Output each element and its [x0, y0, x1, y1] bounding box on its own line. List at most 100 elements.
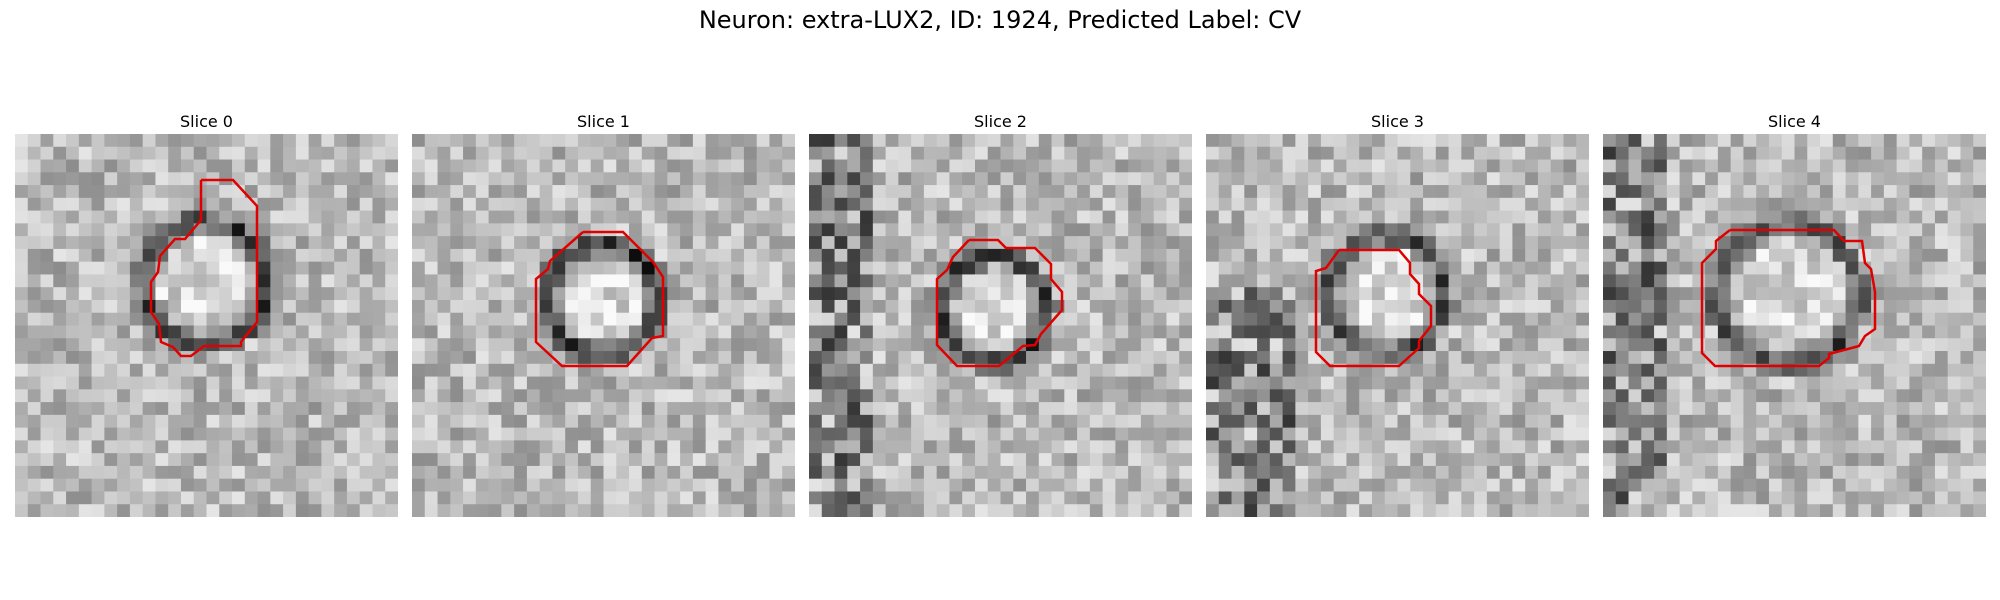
- pixel: [180, 414, 195, 429]
- pixel: [705, 427, 719, 441]
- pixel: [590, 236, 604, 250]
- pixel: [809, 478, 823, 492]
- pixel: [692, 274, 707, 288]
- pixel: [385, 414, 398, 429]
- pixel: [1461, 427, 1475, 441]
- pixel: [1333, 440, 1347, 454]
- pixel: [1845, 134, 1859, 148]
- pixel: [1947, 338, 1961, 352]
- pixel: [809, 248, 823, 263]
- pixel: [949, 376, 963, 390]
- pixel: [1666, 504, 1681, 517]
- pixel: [1115, 414, 1129, 429]
- pixel: [1140, 312, 1155, 326]
- pixel: [1794, 465, 1808, 480]
- pixel: [872, 172, 887, 186]
- pixel: [782, 210, 795, 224]
- pixel: [1064, 210, 1078, 224]
- pixel: [475, 287, 490, 301]
- pixel: [488, 210, 502, 224]
- pixel: [1371, 287, 1386, 301]
- pixel: [1705, 185, 1719, 199]
- pixel: [667, 223, 681, 237]
- pixel: [117, 402, 131, 416]
- pixel: [1781, 402, 1795, 416]
- pixel: [501, 146, 515, 161]
- pixel: [1550, 402, 1564, 416]
- pixel: [346, 223, 361, 237]
- pixel: [705, 376, 719, 390]
- pixel: [756, 312, 770, 326]
- pixel: [488, 453, 502, 467]
- pixel: [1371, 236, 1386, 250]
- pixel: [1115, 338, 1129, 352]
- pixel: [1756, 248, 1770, 263]
- pixel: [731, 414, 745, 429]
- pixel: [321, 185, 335, 199]
- pixel: [974, 134, 989, 148]
- pixel: [1077, 504, 1091, 517]
- pixel: [987, 146, 1001, 161]
- pixel: [1333, 274, 1347, 288]
- pixel: [1128, 363, 1142, 378]
- pixel: [346, 159, 361, 173]
- pixel: [1820, 402, 1834, 416]
- pixel: [692, 134, 707, 148]
- pixel: [40, 236, 54, 250]
- pixel: [193, 440, 207, 454]
- pixel: [603, 427, 617, 441]
- pixel: [1153, 185, 1167, 199]
- pixel: [1973, 312, 1986, 326]
- pixel: [769, 338, 783, 352]
- pixel: [565, 325, 579, 339]
- pixel: [1064, 478, 1078, 492]
- pixel: [731, 504, 745, 517]
- pixel: [1960, 465, 1974, 480]
- pixel: [1666, 402, 1681, 416]
- pixel: [743, 325, 758, 339]
- pixel: [680, 210, 694, 224]
- pixel: [680, 274, 694, 288]
- pixel: [1077, 185, 1091, 199]
- pixel: [270, 491, 284, 505]
- pixel: [1089, 453, 1104, 467]
- pixel: [1371, 427, 1386, 441]
- pixel: [654, 478, 668, 492]
- pixel: [1257, 261, 1271, 275]
- pixel: [1115, 389, 1129, 403]
- pixel: [1077, 478, 1091, 492]
- pixel: [756, 389, 770, 403]
- pixel: [15, 312, 29, 326]
- pixel: [809, 159, 823, 173]
- pixel: [756, 172, 770, 186]
- pixel: [1166, 478, 1180, 492]
- pixel: [1153, 210, 1167, 224]
- pixel: [385, 274, 398, 288]
- pixel: [629, 376, 643, 390]
- pixel: [1257, 134, 1271, 148]
- pixel: [1435, 197, 1450, 212]
- pixel: [590, 299, 604, 314]
- pixel: [1883, 376, 1898, 390]
- pixel: [1615, 491, 1630, 505]
- pixel: [1512, 453, 1526, 467]
- pixel: [155, 172, 169, 186]
- pixel: [155, 351, 169, 365]
- pixel: [680, 414, 694, 429]
- pixel: [1871, 389, 1885, 403]
- pixel: [270, 248, 284, 263]
- pixel: [1896, 185, 1910, 199]
- pixel: [743, 236, 758, 250]
- pixel: [514, 312, 528, 326]
- pixel: [756, 363, 770, 378]
- pixel: [1576, 236, 1589, 250]
- pixel: [1807, 376, 1821, 390]
- pixel: [91, 210, 105, 224]
- pixel: [1077, 351, 1091, 365]
- pixel: [987, 376, 1001, 390]
- pixel: [847, 210, 861, 224]
- pixel: [437, 440, 451, 454]
- pixel: [1743, 402, 1757, 416]
- pixel: [1845, 389, 1859, 403]
- pixel: [1615, 440, 1630, 454]
